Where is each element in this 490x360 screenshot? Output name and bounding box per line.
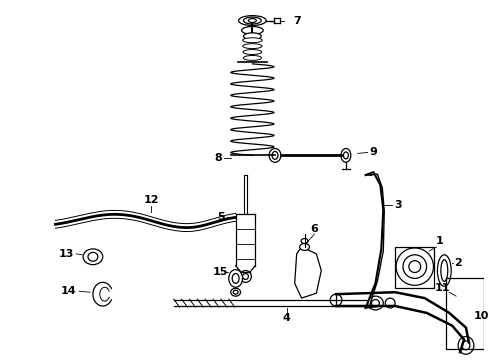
Text: 7: 7 <box>293 15 300 26</box>
Ellipse shape <box>371 300 379 306</box>
Text: 12: 12 <box>143 195 159 205</box>
Ellipse shape <box>301 239 308 243</box>
Ellipse shape <box>330 294 342 306</box>
Ellipse shape <box>231 288 241 296</box>
Ellipse shape <box>242 26 263 34</box>
Text: 11: 11 <box>435 283 450 293</box>
Ellipse shape <box>299 243 310 250</box>
Ellipse shape <box>441 260 448 282</box>
Text: 6: 6 <box>311 224 319 234</box>
Bar <box>395 247 435 288</box>
Ellipse shape <box>243 44 262 49</box>
Ellipse shape <box>368 296 383 310</box>
Ellipse shape <box>243 55 262 60</box>
Ellipse shape <box>243 50 262 54</box>
Text: 4: 4 <box>283 313 291 323</box>
Ellipse shape <box>244 17 261 24</box>
Text: 1: 1 <box>436 236 443 246</box>
Text: 9: 9 <box>369 148 377 157</box>
Ellipse shape <box>233 290 238 294</box>
Ellipse shape <box>88 252 98 261</box>
Text: 8: 8 <box>214 153 222 163</box>
Text: 2: 2 <box>454 258 462 268</box>
Ellipse shape <box>438 255 451 286</box>
Text: 10: 10 <box>474 311 490 321</box>
Ellipse shape <box>341 149 351 162</box>
Ellipse shape <box>240 271 251 282</box>
Ellipse shape <box>403 255 427 278</box>
Ellipse shape <box>462 341 470 350</box>
Ellipse shape <box>396 248 434 285</box>
Text: 13: 13 <box>59 249 74 259</box>
Ellipse shape <box>244 33 261 40</box>
Ellipse shape <box>409 261 421 273</box>
Ellipse shape <box>458 337 474 354</box>
Ellipse shape <box>272 152 278 159</box>
Ellipse shape <box>385 298 395 308</box>
Ellipse shape <box>243 274 248 279</box>
Ellipse shape <box>248 19 256 23</box>
Text: 5: 5 <box>217 212 225 222</box>
Ellipse shape <box>229 270 243 287</box>
Ellipse shape <box>239 15 266 26</box>
Ellipse shape <box>232 274 239 283</box>
Text: 3: 3 <box>394 199 402 210</box>
Bar <box>446 278 484 349</box>
Ellipse shape <box>269 149 281 162</box>
Ellipse shape <box>343 152 348 159</box>
Text: 14: 14 <box>60 286 76 296</box>
Ellipse shape <box>83 249 103 265</box>
Text: 15: 15 <box>212 266 227 276</box>
Ellipse shape <box>243 38 262 43</box>
